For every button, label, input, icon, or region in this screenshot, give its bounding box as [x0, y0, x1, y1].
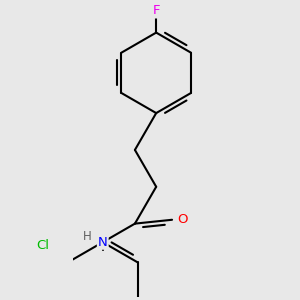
Text: Cl: Cl — [36, 239, 49, 252]
Text: H: H — [83, 230, 92, 242]
Text: N: N — [98, 236, 108, 249]
Text: F: F — [152, 4, 160, 17]
Text: O: O — [177, 213, 188, 226]
